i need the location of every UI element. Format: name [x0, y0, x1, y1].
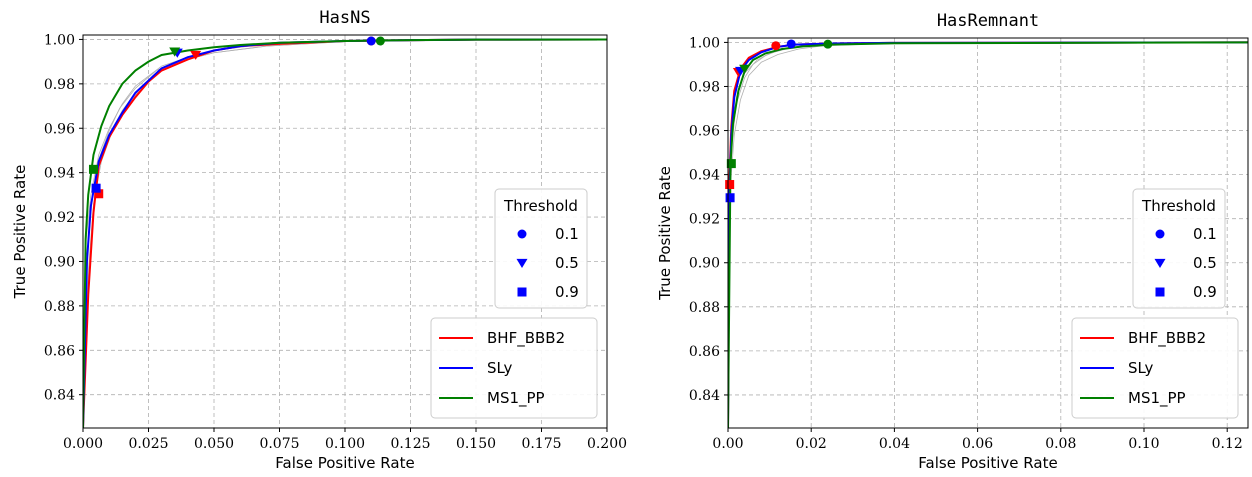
legend-label-bhf-bbb2: BHF_BBB2	[487, 329, 565, 348]
x-axis-label: False Positive Rate	[918, 454, 1057, 472]
threshold-marker-0-1	[366, 36, 376, 46]
x-tick-label: 0.06	[962, 436, 993, 452]
y-tick-label: 0.90	[689, 256, 720, 272]
threshold-legend-marker-circle-icon	[517, 229, 527, 239]
y-tick-label: 0.98	[44, 77, 75, 93]
roc-curve-ms1-pp	[83, 38, 607, 428]
threshold-legend-label: 0.5	[1193, 254, 1217, 272]
threshold-legend-marker-triangle-down-icon	[516, 258, 528, 268]
y-tick-label: 0.90	[44, 254, 75, 270]
y-tick-label: 0.84	[689, 388, 720, 404]
threshold-legend-title: Threshold	[503, 197, 578, 215]
threshold-marker-0-9	[88, 164, 98, 174]
threshold-legend-label: 0.1	[1193, 225, 1217, 243]
y-tick-label: 0.96	[44, 121, 75, 137]
y-tick-label: 0.92	[44, 210, 75, 226]
y-tick-label: 0.88	[689, 300, 720, 316]
threshold-marker-0-9	[91, 183, 101, 193]
y-tick-label: 1.00	[44, 32, 75, 48]
threshold-marker-0-5	[739, 64, 751, 74]
series-legend: BHF_BBB2 SLy MS1_PP	[1071, 317, 1239, 419]
y-tick-label: 0.86	[44, 343, 75, 359]
x-tick-label: 0.200	[587, 436, 627, 452]
y-axis-label: True Positive Rate	[656, 166, 674, 301]
threshold-legend: Threshold 0.1 0.5 0.9	[494, 188, 588, 309]
threshold-marker-0-5	[190, 50, 202, 60]
chart-title: HasRemnant	[937, 11, 1039, 31]
y-tick-label: 0.96	[689, 124, 720, 140]
legend-label-ms1-pp: MS1_PP	[1128, 389, 1186, 408]
chart-title: HasNS	[319, 8, 370, 28]
y-tick-label: 0.98	[689, 79, 720, 95]
y-tick-label: 0.94	[44, 166, 75, 182]
x-tick-label: 0.175	[521, 436, 561, 452]
threshold-legend-marker-circle-icon	[1155, 229, 1165, 239]
y-tick-label: 0.92	[689, 212, 720, 228]
threshold-marker-0-9	[94, 189, 104, 199]
y-tick-label: 0.88	[44, 299, 75, 315]
roc-curve-ms1-pp	[728, 41, 1248, 428]
x-tick-label: 0.150	[456, 436, 496, 452]
threshold-marker-0-9	[725, 193, 735, 203]
threshold-legend-label: 0.9	[1193, 283, 1217, 301]
x-tick-label: 0.00	[712, 436, 743, 452]
threshold-marker-0-1	[786, 39, 796, 49]
legend-label-bhf-bbb2: BHF_BBB2	[1128, 329, 1206, 348]
threshold-legend-label: 0.1	[555, 225, 579, 243]
threshold-legend-label: 0.5	[555, 254, 579, 272]
threshold-legend-marker-square-icon	[517, 287, 527, 297]
legend-label-sly: SLy	[1128, 359, 1154, 377]
y-tick-label: 0.86	[689, 344, 720, 360]
threshold-marker-0-5	[169, 47, 181, 57]
x-tick-label: 0.025	[128, 436, 168, 452]
x-axis-label: False Positive Rate	[275, 454, 414, 472]
threshold-legend-label: 0.9	[555, 283, 579, 301]
threshold-legend-marker-square-icon	[1155, 287, 1165, 297]
x-tick-label: 0.02	[796, 436, 827, 452]
x-tick-label: 0.12	[1212, 436, 1243, 452]
threshold-legend-box	[1132, 188, 1226, 309]
threshold-marker-0-1	[771, 41, 781, 51]
x-tick-label: 0.125	[390, 436, 430, 452]
plot-area	[728, 41, 1248, 428]
y-axis-label: True Positive Rate	[11, 165, 29, 300]
threshold-marker-0-9	[726, 159, 736, 169]
legend-label-sly: SLy	[487, 359, 513, 377]
x-tick-label: 0.04	[879, 436, 910, 452]
chart-panel-1: 0.000 0.025 0.050 0.075 0.100 0.125 0.150 0.175…	[11, 8, 627, 472]
x-tick-label: 0.050	[194, 436, 234, 452]
y-tick-label: 1.00	[689, 35, 720, 51]
x-tick-label: 0.000	[63, 436, 103, 452]
series-legend: BHF_BBB2 SLy MS1_PP	[430, 317, 598, 419]
legend-label-ms1-pp: MS1_PP	[487, 389, 545, 408]
y-tick-label: 0.94	[689, 168, 720, 184]
threshold-marker-0-1	[375, 36, 385, 46]
y-tick-label: 0.84	[44, 388, 75, 404]
axes-frame	[727, 37, 1249, 429]
threshold-legend-box	[494, 188, 588, 309]
x-tick-label: 0.10	[1128, 436, 1159, 452]
threshold-marker-0-9	[725, 180, 735, 190]
threshold-legend-marker-triangle-down-icon	[1154, 258, 1166, 268]
threshold-legend-title: Threshold	[1141, 197, 1216, 215]
x-tick-label: 0.08	[1045, 436, 1076, 452]
series-legend-box	[430, 317, 598, 419]
threshold-legend: Threshold 0.1 0.5 0.9	[1132, 188, 1226, 309]
chart-panel-2: 0.00 0.02 0.04 0.06 0.08 0.10 0.12 0.84 0.86 0.88…	[656, 11, 1249, 472]
threshold-marker-0-1	[823, 39, 833, 49]
x-tick-label: 0.100	[325, 436, 365, 452]
x-tick-label: 0.075	[259, 436, 299, 452]
series-legend-box	[1071, 317, 1239, 419]
